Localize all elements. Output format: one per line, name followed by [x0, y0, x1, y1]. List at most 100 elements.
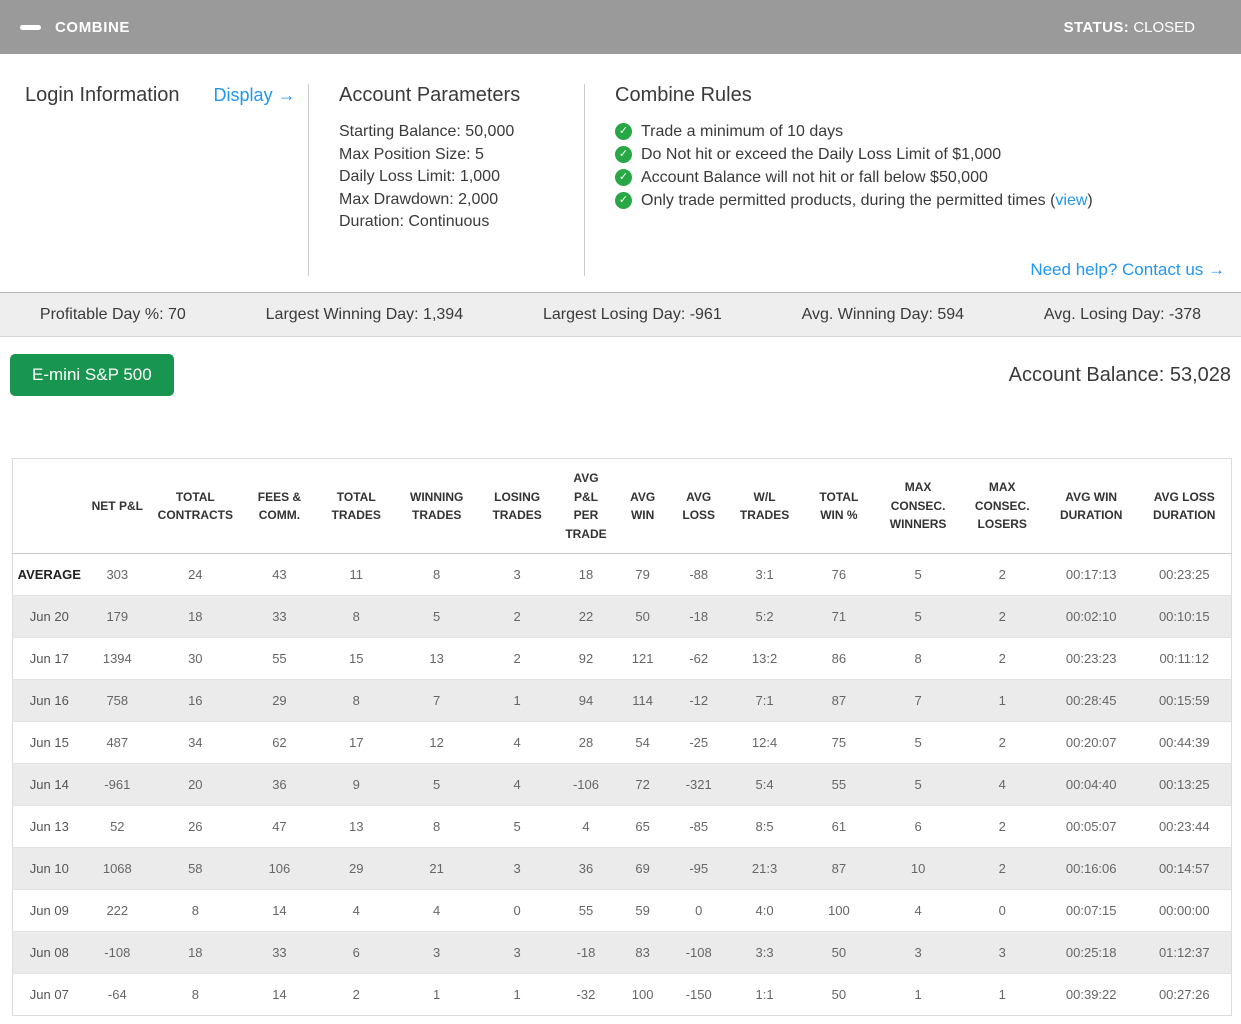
performance-table-wrap: NET P&L TOTAL CONTRACTS FEES & COMM. TOTAL …	[12, 458, 1232, 1017]
product-button[interactable]: E-mini S&P 500	[10, 354, 174, 396]
contact-us-link[interactable]: Need help? Contact us →	[1030, 260, 1225, 279]
cell: 5	[876, 595, 960, 638]
cell: 4	[395, 889, 479, 932]
cell: 75	[801, 721, 877, 764]
cell: 2	[959, 847, 1045, 890]
table-header-row: NET P&L TOTAL CONTRACTS FEES & COMM. TOTAL …	[12, 458, 1232, 555]
cell: 11	[317, 553, 396, 596]
column-header: AVG LOSS	[669, 458, 728, 555]
cell: 1:1	[727, 973, 802, 1016]
table-row: Jun 07 -64 8 14 2 1 1 -32 100 -150 1:1 50 1 1 00:39:22…	[12, 973, 1232, 1016]
cell: 5:2	[727, 595, 802, 638]
parameter-line: Daily Loss Limit: 1,000	[339, 168, 500, 185]
column-header: AVG WIN	[615, 458, 670, 555]
cell: 8:5	[727, 805, 802, 848]
account-parameters-section: Account Parameters Starting Balance: 50,…	[308, 84, 584, 276]
cell: 00:25:18	[1044, 931, 1138, 974]
check-icon: ✓	[615, 123, 632, 140]
rule-text: Only trade permitted products, during th…	[641, 192, 1056, 209]
cell: 21:3	[727, 847, 802, 890]
cell: 2	[959, 637, 1045, 680]
combine-rule: ✓ Do Not hit or exceed the Daily Loss Lim…	[615, 143, 1216, 166]
cell: 2	[478, 637, 557, 680]
stat-item: Avg. Winning Day: 594	[801, 305, 965, 323]
rule-text: Do Not hit or exceed the Daily Loss Limi…	[641, 146, 1002, 163]
cell: 0	[478, 889, 557, 932]
cell: 00:28:45	[1044, 679, 1138, 722]
cell: 62	[241, 721, 318, 764]
cell: 0	[959, 889, 1045, 932]
cell: 106	[241, 847, 318, 890]
cell: 4	[556, 805, 616, 848]
view-link[interactable]: view	[1055, 192, 1088, 209]
stat-item: Largest Winning Day: 1,394	[265, 305, 464, 323]
cell: 47	[241, 805, 318, 848]
cell: 65	[615, 805, 670, 848]
cell: 30	[149, 637, 242, 680]
cell: 4	[478, 721, 557, 764]
status-value: CLOSED	[1133, 18, 1195, 36]
cell: 28	[556, 721, 616, 764]
column-header: AVG WIN DURATION	[1044, 458, 1138, 555]
cell: 17	[317, 721, 396, 764]
check-icon: ✓	[615, 146, 632, 163]
collapse-icon[interactable]	[20, 24, 41, 30]
cell: 2	[959, 721, 1045, 764]
column-header: MAX CONSEC. LOSERS	[959, 458, 1045, 555]
cell: 487	[85, 721, 149, 764]
top-bar: COMBINE STATUS: CLOSED	[0, 0, 1241, 54]
cell: -150	[669, 973, 728, 1016]
cell: -108	[85, 931, 149, 974]
account-parameters-heading: Account Parameters	[339, 84, 521, 106]
cell: 5	[395, 763, 479, 806]
cell: 18	[556, 553, 616, 596]
display-link[interactable]: Display →	[213, 85, 296, 105]
column-header: TOTAL TRADES	[317, 458, 396, 555]
cell: 8	[149, 973, 242, 1016]
combine-rules-section: Combine Rules ✓ Trade a minimum of 10 day…	[584, 84, 1216, 276]
account-parameters-list: Starting Balance: 50,000 Max Position Siz…	[339, 121, 584, 234]
cell: 59	[615, 889, 670, 932]
cell: 50	[801, 931, 877, 974]
cell: 00:23:44	[1137, 805, 1232, 848]
cell: 114	[615, 679, 670, 722]
cell: 4	[478, 763, 557, 806]
table-row: Jun 15 487 34 62 17 12 4 28 54 -25 12:4 75 5 2 00:20:0…	[12, 721, 1232, 764]
cell: 55	[801, 763, 877, 806]
column-header: LOSING TRADES	[478, 458, 557, 555]
column-header: AVG LOSS DURATION	[1137, 458, 1232, 555]
row-label: Jun 13	[12, 805, 86, 848]
cell: 21	[395, 847, 479, 890]
cell: -25	[669, 721, 728, 764]
cell: 3:3	[727, 931, 802, 974]
row-label: Jun 16	[12, 679, 86, 722]
cell: 1394	[85, 637, 149, 680]
performance-table: NET P&L TOTAL CONTRACTS FEES & COMM. TOTAL …	[12, 458, 1232, 1017]
cell: 00:04:40	[1044, 763, 1138, 806]
cell: 3	[478, 931, 557, 974]
rule-text: Trade a minimum of 10 days	[641, 123, 844, 140]
account-balance: Account Balance: 53,028	[1008, 363, 1231, 386]
check-icon: ✓	[615, 192, 632, 209]
cell: 00:05:07	[1044, 805, 1138, 848]
cell: 33	[241, 595, 318, 638]
cell: 4:0	[727, 889, 802, 932]
cell: 5	[876, 553, 960, 596]
cell: 43	[241, 553, 318, 596]
combine-rules-heading: Combine Rules	[615, 84, 752, 106]
cell: 2	[959, 595, 1045, 638]
row-label: Jun 15	[12, 721, 86, 764]
cell: 79	[615, 553, 670, 596]
cell: 87	[801, 847, 877, 890]
combine-rule: ✓ Trade a minimum of 10 days	[615, 120, 1216, 143]
cell: 26	[149, 805, 242, 848]
cell: 36	[241, 763, 318, 806]
row-label: Jun 09	[12, 889, 86, 932]
status-label: STATUS:	[1063, 18, 1130, 36]
cell: 8	[876, 637, 960, 680]
login-section: Login Information Display →	[25, 84, 308, 276]
rule-text: Account Balance will not hit or fall bel…	[641, 169, 988, 186]
column-header: W/L TRADES	[727, 458, 802, 555]
cell: 4	[876, 889, 960, 932]
stat-item: Profitable Day %: 70	[39, 305, 186, 323]
